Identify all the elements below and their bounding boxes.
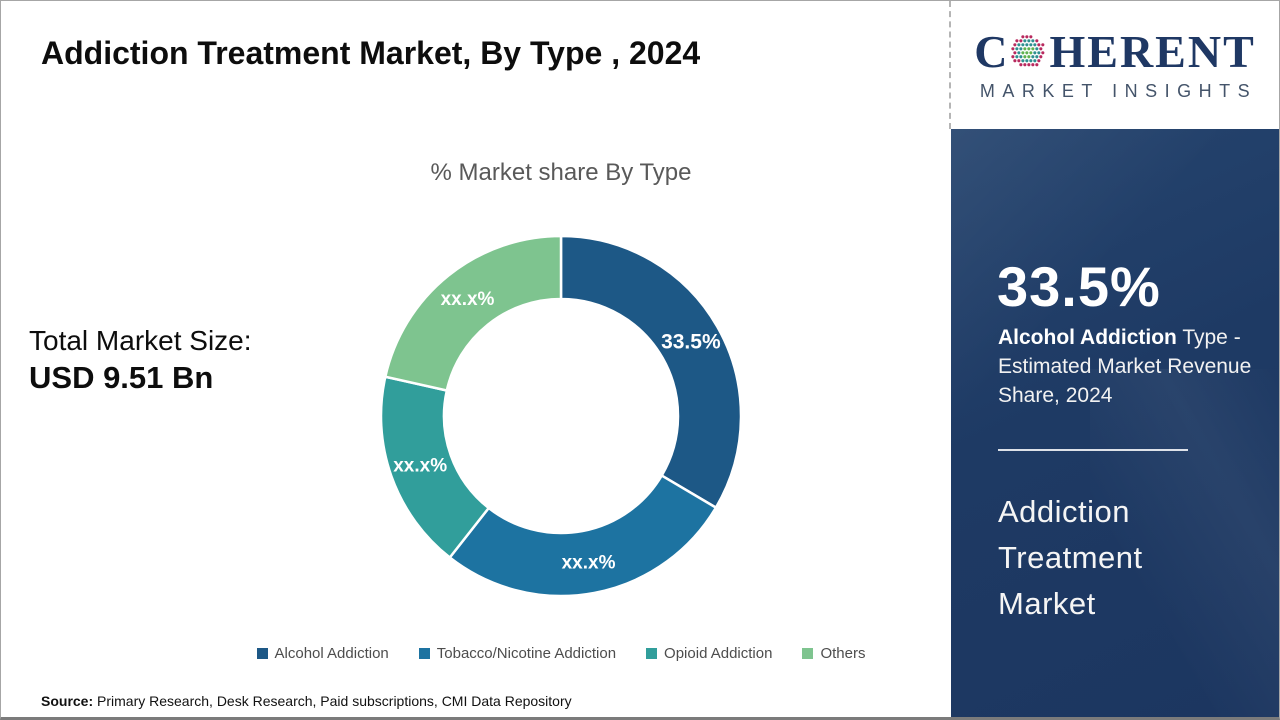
- legend-label: Opioid Addiction: [664, 645, 773, 662]
- globe-dot: [1023, 46, 1027, 50]
- legend-item: Tobacco/Nicotine Addiction: [418, 645, 617, 662]
- legend-swatch: [256, 648, 268, 659]
- globe-dot: [1013, 42, 1017, 46]
- globe-dot: [1023, 54, 1027, 58]
- legend-label: Tobacco/Nicotine Addiction: [436, 645, 617, 662]
- globe-dot: [1029, 42, 1033, 46]
- legend-swatch: [418, 648, 430, 659]
- globe-dot: [1029, 50, 1033, 54]
- globe-dot: [1017, 50, 1021, 54]
- donut-segment-label: 33.5%: [661, 330, 721, 353]
- donut-segment-others: [384, 234, 563, 392]
- sidebar-divider: [998, 449, 1188, 451]
- globe-dot: [1025, 42, 1029, 46]
- globe-dot: [1017, 42, 1021, 46]
- donut-segment-alcohol-addiction: [559, 234, 743, 509]
- globe-dot: [1019, 38, 1023, 42]
- globe-dot: [1013, 50, 1017, 54]
- globe-dot: [1019, 46, 1023, 50]
- legend-item: Alcohol Addiction: [256, 645, 389, 662]
- donut-segment-label: xx.x%: [393, 456, 447, 477]
- globe-dot: [1035, 62, 1039, 66]
- globe-dot: [1025, 34, 1029, 38]
- globe-dot: [1021, 34, 1025, 38]
- globe-dot: [1025, 50, 1029, 54]
- total-market-size: Total Market Size: USD 9.51 Bn: [29, 323, 252, 397]
- source-note: Source: Primary Research, Desk Research,…: [41, 693, 572, 709]
- legend-swatch: [646, 648, 658, 659]
- globe-dot: [1015, 54, 1019, 58]
- legend-label: Others: [820, 645, 866, 662]
- globe-dot: [1037, 50, 1041, 54]
- globe-dot: [1021, 50, 1025, 54]
- globe-dot: [1029, 58, 1033, 62]
- globe-dot: [1013, 58, 1017, 62]
- globe-dot: [1021, 58, 1025, 62]
- page-title: Addiction Treatment Market, By Type , 20…: [41, 35, 701, 71]
- globe-dot: [1027, 38, 1031, 42]
- globe-dot: [1041, 50, 1045, 54]
- globe-dot: [1037, 42, 1041, 46]
- globe-dot: [1023, 62, 1027, 66]
- chart-legend: Alcohol Addiction Tobacco/Nicotine Addict…: [101, 645, 1021, 662]
- globe-dot: [1011, 46, 1015, 50]
- globe-dot: [1037, 58, 1041, 62]
- globe-dot: [1019, 54, 1023, 58]
- globe-dot: [1039, 46, 1043, 50]
- globe-dot: [1021, 42, 1025, 46]
- globe-dot: [1031, 62, 1035, 66]
- stat-description-bold: Alcohol Addiction: [998, 326, 1177, 349]
- stat-value: 33.5%: [997, 255, 1161, 318]
- globe-dot: [1027, 62, 1031, 66]
- legend-item: Others: [802, 645, 865, 662]
- donut-segment-tobacco-nicotine-addiction: [448, 474, 718, 598]
- chart-title: % Market share By Type: [430, 159, 692, 186]
- logo-letter-c: C: [974, 25, 1008, 77]
- logo-wordmark: C HERENT: [974, 25, 1256, 77]
- stat-description: Alcohol Addiction Type - Estimated Marke…: [998, 323, 1256, 410]
- donut-chart: 33.5% xx.x% xx.x% xx.x%: [379, 234, 743, 598]
- globe-dot: [1033, 50, 1037, 54]
- donut-segment-label: xx.x%: [441, 289, 495, 310]
- total-market-size-value: USD 9.51 Bn: [29, 360, 214, 395]
- source-label: Source:: [41, 693, 94, 709]
- globe-dot: [1039, 54, 1043, 58]
- globe-dot: [1033, 42, 1037, 46]
- globe-dot: [1031, 54, 1035, 58]
- donut-segment-label: xx.x%: [562, 552, 616, 573]
- globe-dot: [1011, 54, 1015, 58]
- legend-swatch: [802, 648, 814, 659]
- globe-dot: [1035, 46, 1039, 50]
- globe-dot: [1017, 58, 1021, 62]
- sidebar-market-name: Addiction Treatment Market: [998, 494, 1143, 621]
- globe-dot: [1035, 54, 1039, 58]
- logo-wordmark-end: HERENT: [1049, 25, 1256, 77]
- globe-dot: [1023, 38, 1027, 42]
- globe-dot: [1027, 54, 1031, 58]
- legend-label: Alcohol Addiction: [274, 645, 389, 662]
- globe-dot: [1035, 38, 1039, 42]
- globe-dot: [1031, 38, 1035, 42]
- source-text: Primary Research, Desk Research, Paid su…: [93, 693, 572, 709]
- sidebar: 33.5% Alcohol Addiction Type - Estimated…: [951, 129, 1279, 717]
- globe-dot: [1041, 42, 1045, 46]
- globe-dot: [1019, 62, 1023, 66]
- globe-dot: [1031, 46, 1035, 50]
- total-market-size-label: Total Market Size:: [29, 325, 252, 356]
- globe-dot: [1015, 38, 1019, 42]
- globe-dot: [1027, 46, 1031, 50]
- legend-item: Opioid Addiction: [646, 645, 772, 662]
- logo: C HERENT MARKET INSIGHTS: [949, 1, 1279, 129]
- logo-tagline: MARKET INSIGHTS: [979, 80, 1258, 101]
- globe-dot: [1033, 58, 1037, 62]
- globe-dot: [1029, 34, 1033, 38]
- globe-dot: [1015, 46, 1019, 50]
- dotted-globe-icon: [1011, 34, 1045, 66]
- globe-dot: [1025, 58, 1029, 62]
